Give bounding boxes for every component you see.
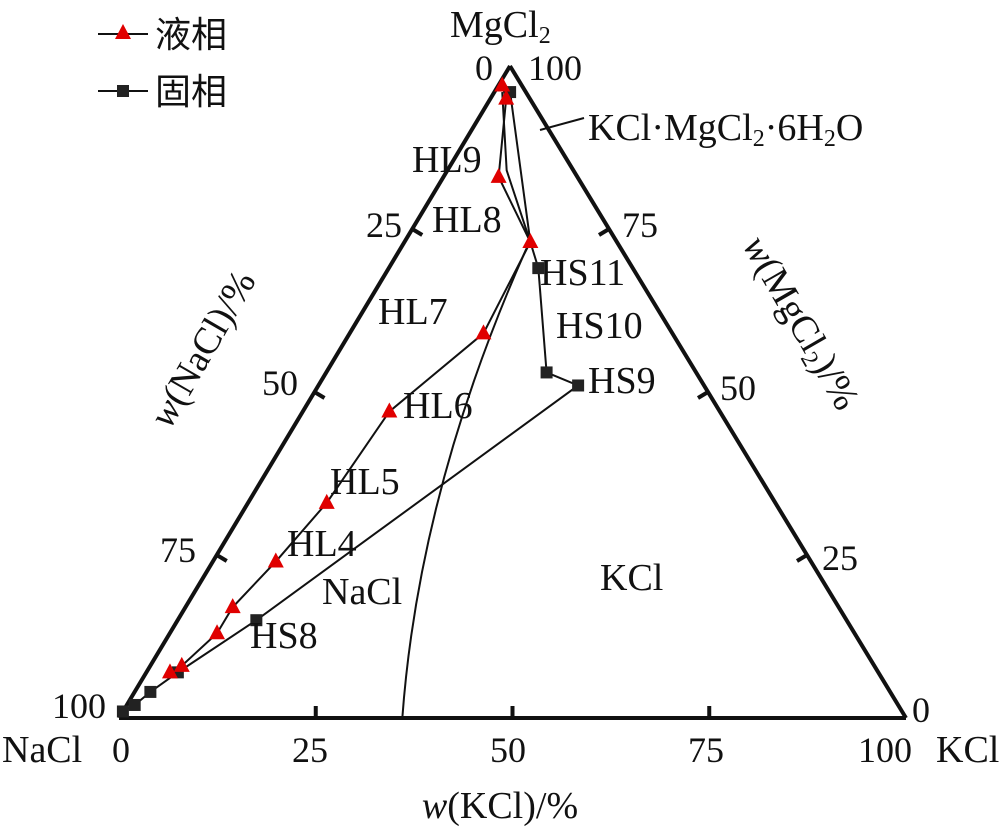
tick-right-100: 100 — [528, 48, 582, 88]
tick-right-75: 75 — [622, 205, 658, 245]
legend-label-solid: 固相 — [155, 72, 227, 113]
tick-right-50: 50 — [720, 368, 756, 408]
kcl-nacl-boundary — [401, 248, 528, 719]
label-HL6: HL6 — [403, 385, 473, 427]
liquid-point-p9 — [209, 624, 226, 640]
axis-title-bottom: w(KCl)/% — [422, 785, 578, 827]
vertex-top-label: MgCl2 — [450, 4, 551, 49]
tick-left-100: 100 — [52, 686, 106, 726]
tick-bottom-25: 25 — [292, 730, 328, 770]
carnallite-boundary — [501, 92, 532, 243]
triangle-frame — [117, 64, 908, 720]
label-HL9: HL9 — [412, 139, 482, 181]
vertex-left-label: NaCl — [2, 729, 82, 771]
tick-mark — [215, 553, 228, 563]
liquid-points — [161, 76, 539, 679]
tick-bottom-75: 75 — [688, 730, 724, 770]
legend-item-solid: 固相 — [98, 72, 227, 113]
liquid-point-HL6 — [381, 402, 398, 418]
solid-point-HS10 — [540, 366, 553, 379]
liquid-point-HL9 — [490, 167, 507, 183]
solid-point-HS8 — [250, 614, 263, 627]
liquid-point-HL4 — [267, 552, 284, 568]
liquid-point-HL5 — [318, 493, 335, 509]
region-label-kcl: KCl — [600, 557, 663, 599]
tick-marks — [215, 227, 809, 718]
liquid-point-p8 — [224, 598, 241, 614]
label-HL7: HL7 — [378, 291, 448, 333]
solid-curve — [122, 91, 581, 713]
tick-mark — [795, 553, 809, 563]
label-HL4: HL4 — [287, 523, 357, 565]
liquid-point-HL8 — [522, 233, 539, 249]
tick-mark — [411, 227, 424, 237]
legend-item-liquid: 液相 — [98, 15, 227, 56]
tick-left-0: 0 — [475, 48, 493, 88]
label-HS11: HS11 — [540, 252, 625, 294]
tick-bottom-50: 50 — [490, 730, 526, 770]
solid-points — [116, 86, 585, 718]
legend-square-icon — [117, 85, 129, 97]
tick-left-50: 50 — [262, 363, 298, 403]
tick-right-25: 25 — [822, 538, 858, 578]
carnallite-label: KCl·MgCl2·6H2O — [588, 107, 863, 152]
tick-bottom-100: 100 — [858, 730, 912, 770]
liquid-point-p11 — [161, 663, 178, 679]
axis-title-left: w(NaCl)/% — [141, 264, 264, 435]
legend: 液相 固相 — [98, 15, 227, 113]
tick-mark — [696, 390, 710, 400]
vertex-right-label: KCl — [936, 729, 999, 771]
liquid-point-HL7 — [475, 324, 492, 340]
liquid-point-p0 — [494, 76, 511, 92]
liquid-point-p10 — [173, 656, 190, 672]
label-HS9: HS9 — [588, 360, 656, 402]
tick-left-75: 75 — [160, 530, 196, 570]
solid-point-s7 — [128, 698, 141, 711]
solid-point-HS9 — [572, 379, 585, 392]
solid-point-HS11 — [532, 262, 545, 275]
tick-mark — [597, 227, 611, 237]
label-HL8: HL8 — [432, 199, 502, 241]
carnallite-leader — [539, 117, 585, 131]
legend-triangle-icon — [115, 24, 131, 39]
tick-left-25: 25 — [366, 205, 402, 245]
solid-point-s0 — [504, 86, 517, 99]
label-HL5: HL5 — [330, 461, 400, 503]
label-HS10: HS10 — [556, 305, 643, 347]
liquid-point-p1 — [498, 89, 515, 105]
solid-point-s8 — [116, 705, 129, 718]
tick-mark — [313, 390, 326, 400]
legend-label-liquid: 液相 — [155, 15, 227, 56]
solid-point-s6 — [144, 685, 157, 698]
region-label-nacl: NaCl — [322, 571, 402, 613]
tick-bottom-0: 0 — [112, 730, 130, 770]
label-HS8: HS8 — [250, 615, 318, 657]
tick-right-0: 0 — [912, 690, 930, 730]
